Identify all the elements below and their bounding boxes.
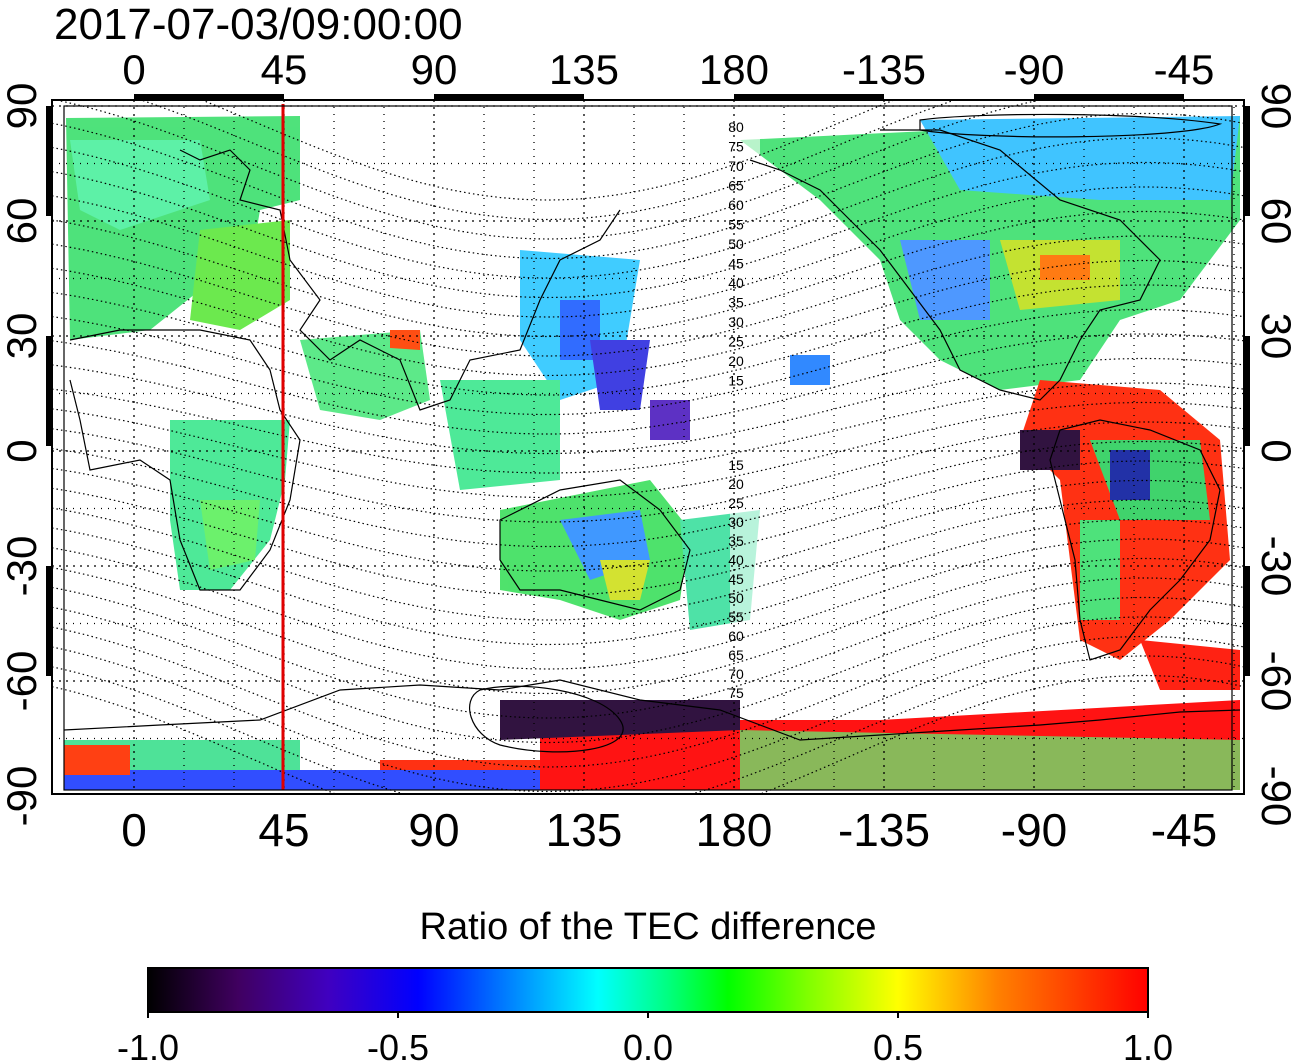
frame-thick-bars (46, 94, 1250, 676)
top-lon-label-3: 135 (549, 46, 619, 93)
maglat-label-south-2: 25 (728, 495, 744, 511)
left-lat-label-0: 90 (0, 83, 45, 130)
maglat-label-north-1: 75 (728, 139, 744, 155)
left-lat-label-2: 30 (0, 313, 45, 360)
maglat-label-north-2: 70 (728, 158, 744, 174)
left-lat-label-5: -60 (0, 651, 45, 712)
coastlines (63, 113, 1241, 753)
colorbar-tick-label-0: -1.0 (117, 1027, 179, 1064)
bottom-lon-label-3: 135 (546, 804, 623, 856)
bottom-lon-label-6: -90 (1001, 804, 1067, 856)
top-lon-label-0: 0 (122, 46, 145, 93)
maglat-label-south-10: 65 (728, 647, 744, 663)
colorbar-title: Ratio of the TEC difference (419, 906, 877, 948)
maglat-label-north-4: 60 (728, 197, 744, 213)
maglat-label-south-3: 30 (728, 514, 744, 530)
maglat-label-south-4: 35 (728, 533, 744, 549)
right-lat-label-1: 60 (1253, 198, 1296, 245)
colorbar-tick-label-2: 0.0 (623, 1027, 673, 1064)
maglat-label-north-12: 20 (728, 353, 744, 369)
maglat-label-south-6: 45 (728, 571, 744, 587)
top-lon-label-2: 90 (411, 46, 458, 93)
maglat-label-north-5: 55 (728, 217, 744, 233)
top-lon-label-4: 180 (699, 46, 769, 93)
right-lat-label-0: 90 (1253, 83, 1296, 130)
maglat-label-north-11: 25 (728, 334, 744, 350)
colorbar-tick-label-3: 0.5 (873, 1027, 923, 1064)
maglat-label-north-13: 15 (728, 373, 744, 389)
right-lat-label-4: -30 (1253, 536, 1296, 597)
maglat-label-south-8: 55 (728, 609, 744, 625)
left-lat-label-6: -90 (0, 766, 45, 827)
magnetic-latitude-contours (52, 100, 1244, 794)
bottom-lon-label-5: -135 (838, 804, 930, 856)
left-lat-label-1: 60 (0, 198, 45, 245)
timestamp: 2017-07-03/09:00:00 (54, 0, 463, 49)
bottom-lon-label-4: 180 (696, 804, 773, 856)
right-lat-label-3: 0 (1253, 439, 1296, 462)
right-lat-label-2: 30 (1253, 313, 1296, 360)
top-lon-label-7: -45 (1154, 46, 1215, 93)
map-frame (51, 99, 1245, 795)
maglat-label-south-7: 50 (728, 590, 744, 606)
left-lat-label-3: 0 (0, 439, 45, 462)
bottom-lon-label-1: 45 (258, 804, 309, 856)
top-lon-label-1: 45 (261, 46, 308, 93)
left-lat-label-4: -30 (0, 536, 45, 597)
maglat-label-north-0: 80 (728, 119, 744, 135)
maglat-label-south-12: 75 (728, 685, 744, 701)
right-lat-label-5: -60 (1253, 651, 1296, 712)
maglat-label-south-5: 40 (728, 552, 744, 568)
colorbar-tick-label-4: 1.0 (1123, 1027, 1173, 1064)
maglat-label-north-7: 45 (728, 256, 744, 272)
maglat-label-south-9: 60 (728, 628, 744, 644)
maglat-label-south-11: 70 (728, 666, 744, 682)
colorbar (147, 967, 1149, 1013)
bottom-lon-label-0: 0 (121, 804, 147, 856)
bottom-lon-label-2: 90 (408, 804, 459, 856)
maglat-label-south-1: 20 (728, 476, 744, 492)
right-lat-label-6: -90 (1253, 766, 1296, 827)
top-lon-label-6: -90 (1004, 46, 1065, 93)
tec-data-layer (60, 116, 1240, 790)
bottom-lon-label-7: -45 (1151, 804, 1217, 856)
maglat-label-north-9: 35 (728, 295, 744, 311)
maglat-label-south-0: 15 (728, 457, 744, 473)
maglat-label-north-8: 40 (728, 275, 744, 291)
maglat-label-north-10: 30 (728, 314, 744, 330)
top-lon-label-5: -135 (842, 46, 926, 93)
colorbar-tick-label-1: -0.5 (367, 1027, 429, 1064)
maglat-label-north-6: 50 (728, 236, 744, 252)
maglat-label-north-3: 65 (728, 178, 744, 194)
